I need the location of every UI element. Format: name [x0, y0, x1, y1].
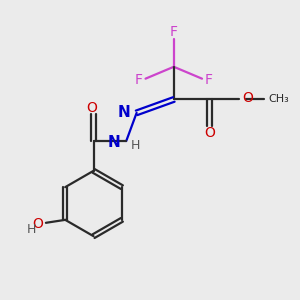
Text: O: O: [204, 126, 215, 140]
Text: H: H: [26, 223, 36, 236]
Text: CH₃: CH₃: [268, 94, 289, 104]
Text: O: O: [87, 101, 98, 115]
Text: N: N: [118, 105, 131, 120]
Text: F: F: [205, 73, 213, 87]
Text: F: F: [135, 73, 143, 87]
Text: H: H: [130, 139, 140, 152]
Text: O: O: [243, 91, 254, 105]
Text: F: F: [170, 25, 178, 39]
Text: N: N: [108, 135, 121, 150]
Text: O: O: [32, 217, 43, 231]
